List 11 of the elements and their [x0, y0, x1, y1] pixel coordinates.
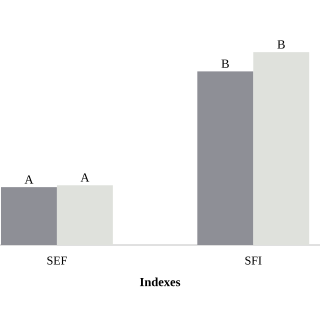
annotation: A — [80, 173, 90, 182]
annotation: A — [24, 175, 34, 184]
text: B — [277, 40, 285, 49]
bar — [197, 71, 254, 245]
bar — [0, 187, 57, 245]
annotation: B — [221, 60, 229, 68]
x-tick-label: SEF — [47, 256, 67, 265]
x-tick-label: SFI — [245, 256, 262, 265]
x-axis-title: Indexes — [140, 277, 180, 286]
bar — [56, 185, 113, 245]
bar — [253, 52, 310, 245]
